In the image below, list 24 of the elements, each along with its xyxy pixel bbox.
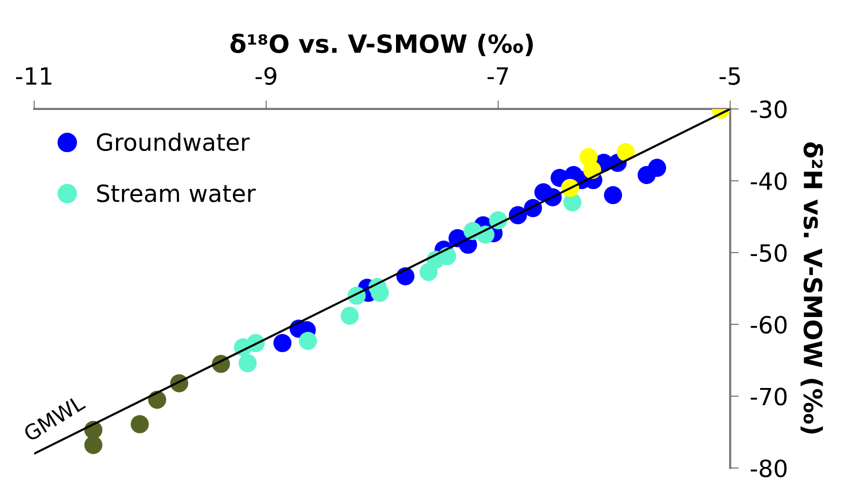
point	[616, 142, 635, 162]
y-tick-label: -60	[750, 316, 787, 334]
x-tick-label: -5	[720, 67, 740, 85]
y-tick-label: -50	[750, 244, 787, 262]
y-axis-title: δ²H vs. V-SMOW (‰)	[800, 142, 824, 434]
point	[130, 415, 149, 434]
y-tick-label: -30	[750, 100, 787, 118]
point	[238, 354, 257, 372]
y-tick-label: -70	[750, 388, 787, 406]
point	[84, 436, 102, 454]
x-tick-label: -7	[488, 67, 508, 85]
x-tick-label: -9	[256, 67, 276, 85]
x-tick-label: -11	[16, 67, 52, 85]
point	[648, 158, 666, 177]
y-tick-label: -40	[750, 172, 787, 190]
point	[583, 160, 602, 180]
legend-label: Stream water	[97, 184, 256, 202]
point	[298, 332, 318, 350]
y-tick-label: -80	[750, 459, 787, 478]
point	[340, 306, 359, 325]
point	[604, 186, 622, 204]
x-axis-title: δ¹⁸O vs. V-SMOW (‰)	[230, 34, 533, 56]
legend-label: Groundwater	[96, 132, 250, 152]
point	[273, 334, 292, 352]
